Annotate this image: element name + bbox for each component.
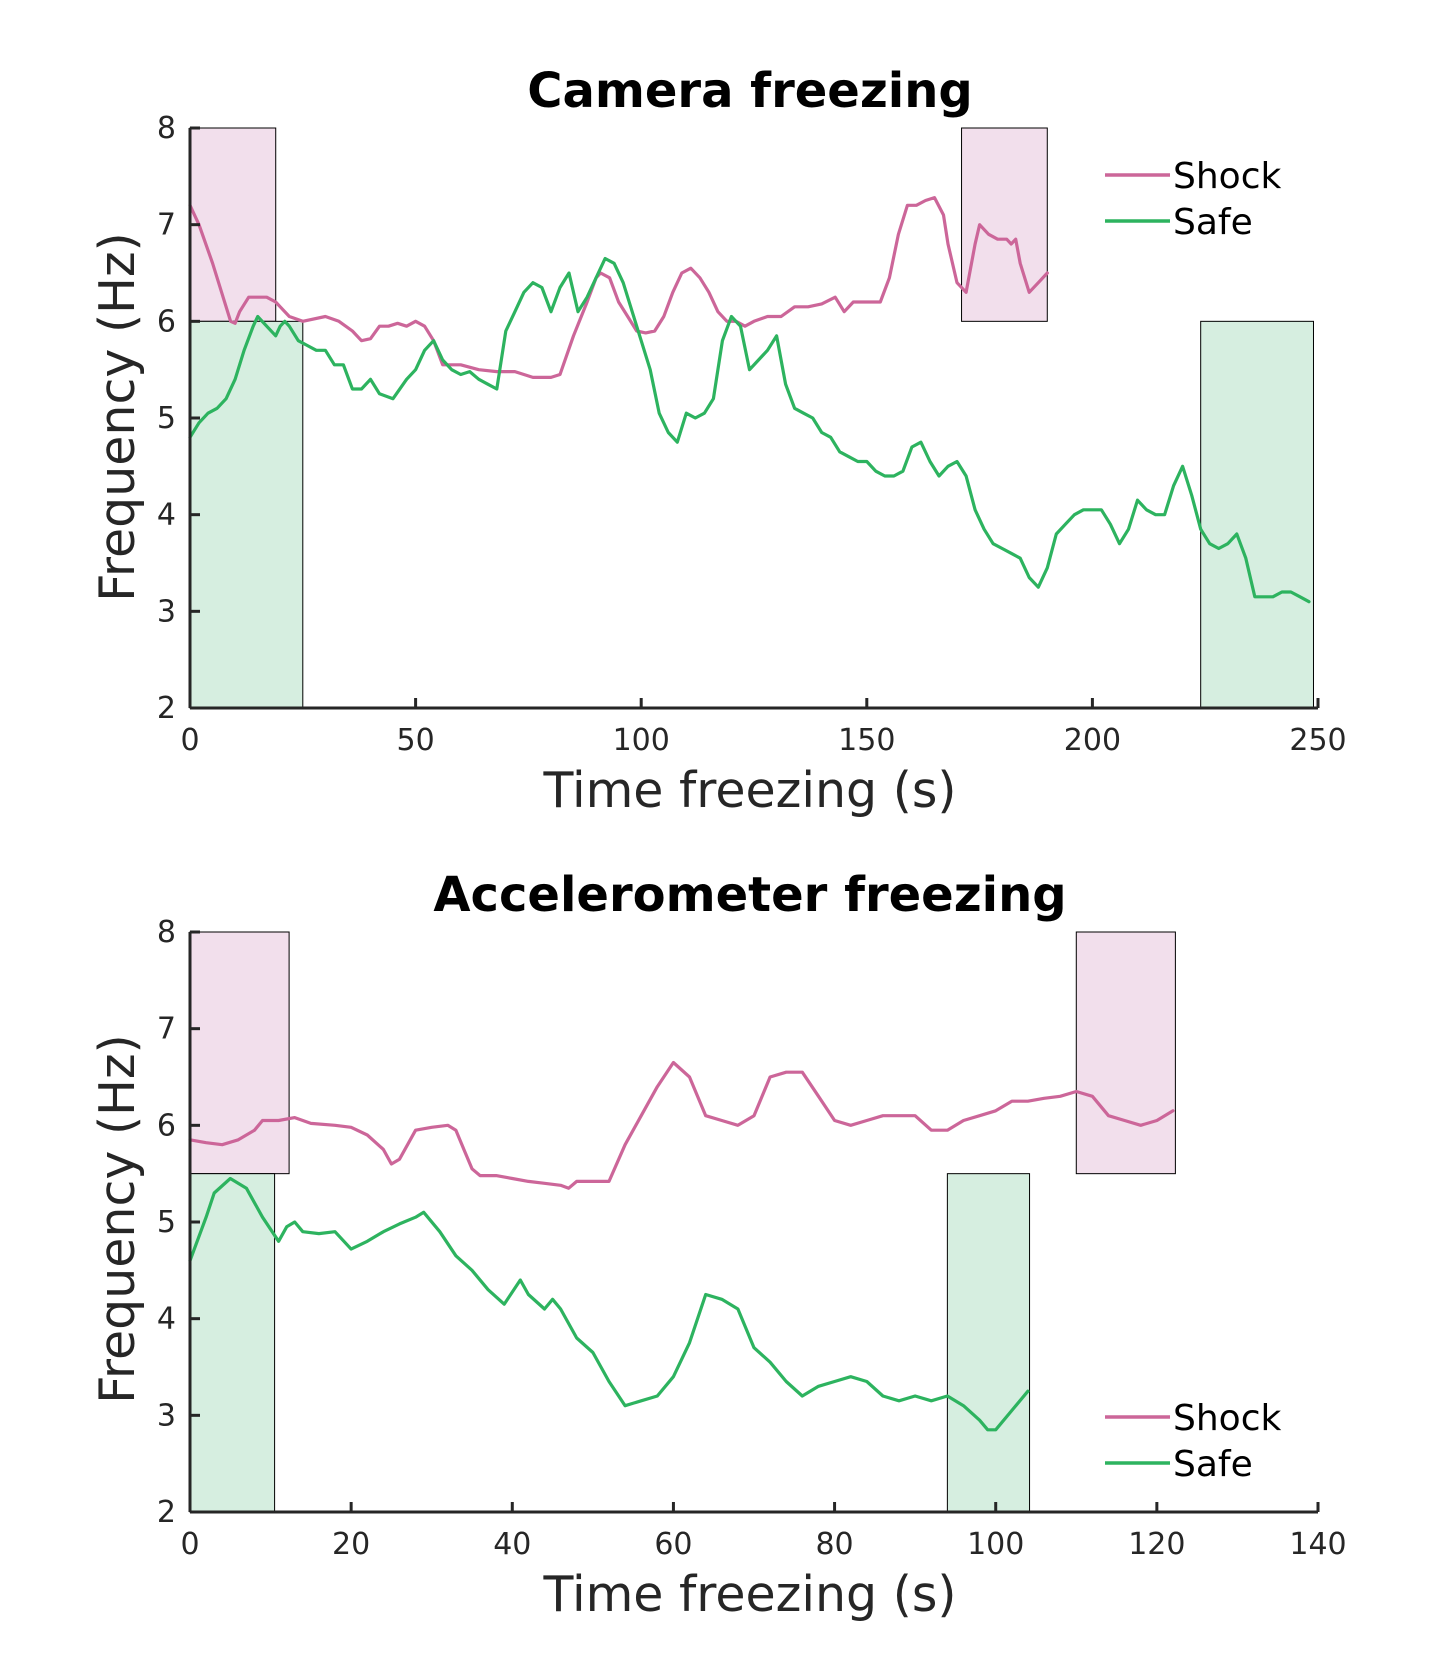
- x-tick-label: 60: [654, 1527, 692, 1562]
- chart-accelerometer: Accelerometer freezing 0 20 40 60 80 100 120 14…: [89, 867, 1347, 1623]
- y-tick-label: 7: [157, 208, 176, 243]
- x-tick-label: 20: [332, 1527, 370, 1562]
- y-tick-label: 8: [157, 111, 176, 146]
- x-tick-label: 250: [1289, 723, 1346, 758]
- shaded-region-shock: [961, 127, 1048, 322]
- y-tick-label: 2: [157, 1495, 176, 1530]
- shaded-region-safe: [189, 320, 304, 709]
- chart-title: Camera freezing: [527, 63, 973, 119]
- x-tick-label: 0: [180, 1527, 199, 1562]
- y-ticks: 2 3 4 5 6 7 8: [157, 111, 200, 726]
- shaded-regions: [189, 931, 1176, 1513]
- shaded-region-shock: [189, 127, 277, 322]
- shaded-region-safe: [946, 1173, 1031, 1513]
- x-tick-label: 100: [613, 723, 670, 758]
- x-tick-label: 140: [1289, 1527, 1346, 1562]
- x-ticks: 0 20 40 60 80 100 120 140: [180, 1502, 1347, 1562]
- y-tick-label: 6: [157, 1108, 176, 1143]
- x-tick-label: 40: [493, 1527, 531, 1562]
- plot-area: 0 20 40 60 80 100 120 140 2 3 4 5 6 7 8: [157, 915, 1347, 1562]
- y-tick-label: 3: [157, 594, 176, 629]
- series-line-safe: [188, 256, 1311, 604]
- y-tick-label: 4: [157, 1302, 176, 1337]
- x-tick-label: 200: [1064, 723, 1121, 758]
- shaded-region-safe: [1200, 320, 1314, 709]
- y-axis-label: Frequency (Hz): [89, 1034, 146, 1404]
- axes: [188, 128, 1318, 710]
- y-tick-label: 8: [157, 915, 176, 950]
- legend: Shock Safe: [1105, 156, 1281, 243]
- plot-area: 0 50 100 150 200 250 2 3 4 5 6 7 8: [157, 111, 1347, 758]
- y-tick-label: 6: [157, 304, 176, 339]
- legend: Shock Safe: [1105, 1398, 1281, 1485]
- x-tick-label: 80: [815, 1527, 853, 1562]
- series-lines: [188, 196, 1311, 604]
- y-ticks: 2 3 4 5 6 7 8: [157, 915, 200, 1530]
- x-axis-label: Time freezing (s): [543, 1566, 957, 1623]
- x-axis-label: Time freezing (s): [543, 762, 957, 819]
- legend-label-safe: Safe: [1173, 202, 1253, 243]
- chart-camera: Camera freezing 0 50 100 150 200 250 2345678 …: [89, 63, 1347, 819]
- legend-label-safe: Safe: [1173, 1444, 1253, 1485]
- y-tick-label: 2: [157, 691, 176, 726]
- series-line-shock: [188, 196, 1049, 379]
- series-lines: [188, 1060, 1175, 1432]
- chart-title: Accelerometer freezing: [433, 867, 1066, 923]
- shaded-region-shock: [1075, 931, 1176, 1175]
- series-line-shock: [188, 1060, 1175, 1190]
- y-tick-label: 4: [157, 498, 176, 533]
- x-tick-label: 50: [397, 723, 435, 758]
- y-tick-label: 3: [157, 1398, 176, 1433]
- series-line-safe: [188, 1176, 1030, 1432]
- x-tick-label: 100: [967, 1527, 1024, 1562]
- y-tick-label: 5: [157, 401, 176, 436]
- legend-label-shock: Shock: [1173, 1398, 1281, 1439]
- x-tick-label: 150: [838, 723, 895, 758]
- shaded-region-safe: [189, 1173, 276, 1513]
- x-tick-label: 120: [1128, 1527, 1185, 1562]
- legend-label-shock: Shock: [1173, 156, 1281, 197]
- x-ticks: 0 50 100 150 200 250: [180, 698, 1347, 758]
- x-tick-label: 0: [180, 723, 199, 758]
- y-tick-label: 7: [157, 1012, 176, 1047]
- y-tick-label: 5: [157, 1205, 176, 1240]
- y-axis-label: Frequency (Hz): [89, 232, 146, 602]
- shaded-regions: [189, 127, 1314, 709]
